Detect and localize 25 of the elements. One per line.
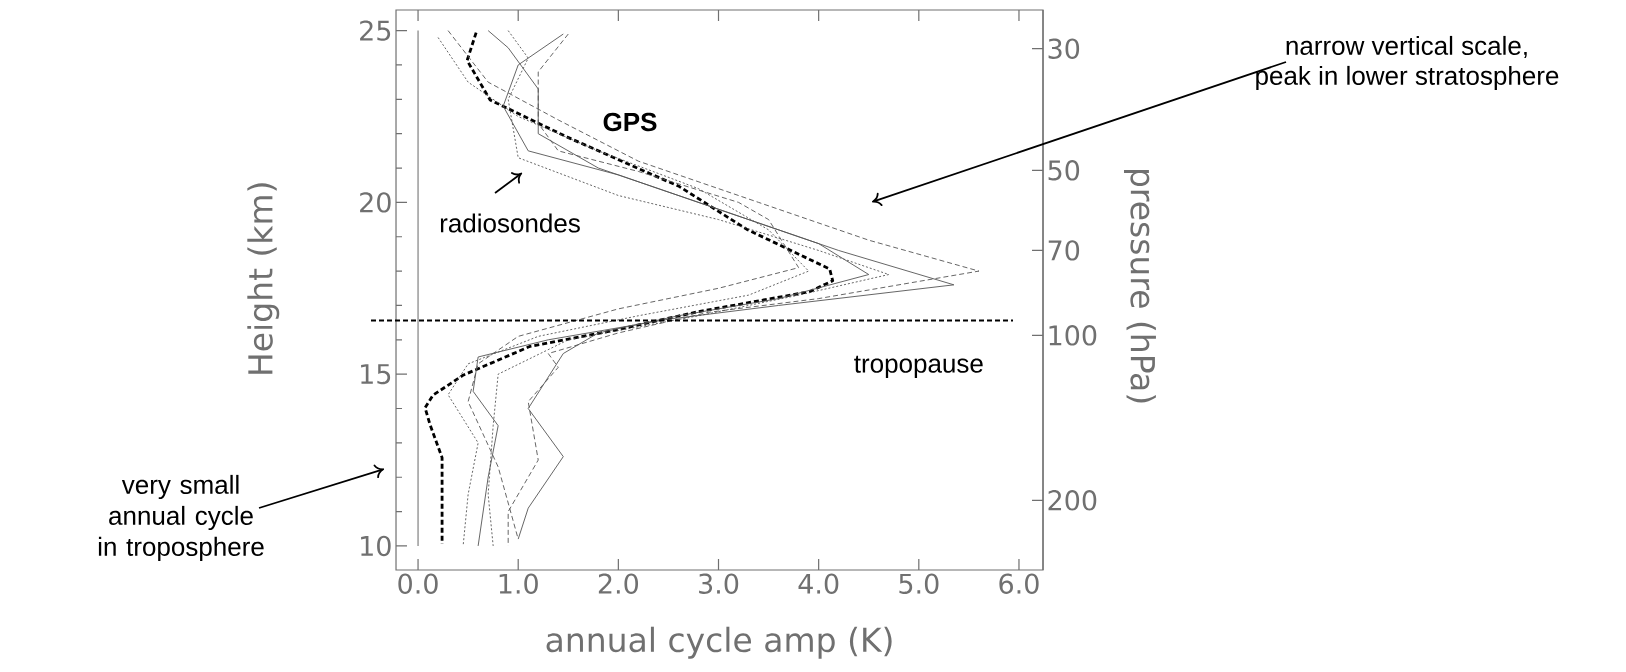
annotation: GPS — [603, 112, 657, 132]
x-axis-title: annual cycle amp (K) — [546, 626, 892, 659]
x-tick-label: 6.0 — [999, 573, 1039, 594]
y2-tick-label: 100 — [1049, 325, 1097, 346]
y2-tick-label: 70 — [1048, 240, 1080, 261]
y-tick-label: 15 — [361, 364, 391, 385]
x-tick-label: 4.0 — [798, 573, 839, 594]
y-tick-label: 10 — [361, 535, 391, 557]
y-tick-label: 20 — [360, 192, 391, 213]
y-axis-title: Height (km) — [247, 183, 280, 374]
x-tick-label: 1.0 — [499, 573, 538, 594]
y2-tick-label: 50 — [1048, 160, 1080, 181]
y2-axis-title: pressure (hPa) — [1123, 169, 1156, 403]
text: peak in lower stratosphere — [1256, 65, 1559, 91]
y2-tick-label: 30 — [1048, 38, 1080, 59]
x-tick-label: 3.0 — [699, 573, 739, 594]
x-tick-label: 2.0 — [598, 573, 639, 594]
y2-tick-label: 200 — [1048, 490, 1097, 511]
text: narrow vertical scale, — [1286, 35, 1527, 59]
ref-line-label: tropopause — [854, 355, 983, 378]
y-tick-label: 25 — [360, 20, 391, 41]
annotation: radiosondes — [440, 213, 580, 233]
x-tick-label: 5.0 — [899, 573, 939, 594]
x-tick-label: 0.0 — [398, 573, 438, 594]
text: very small annual cycle in troposphere — [98, 474, 264, 562]
